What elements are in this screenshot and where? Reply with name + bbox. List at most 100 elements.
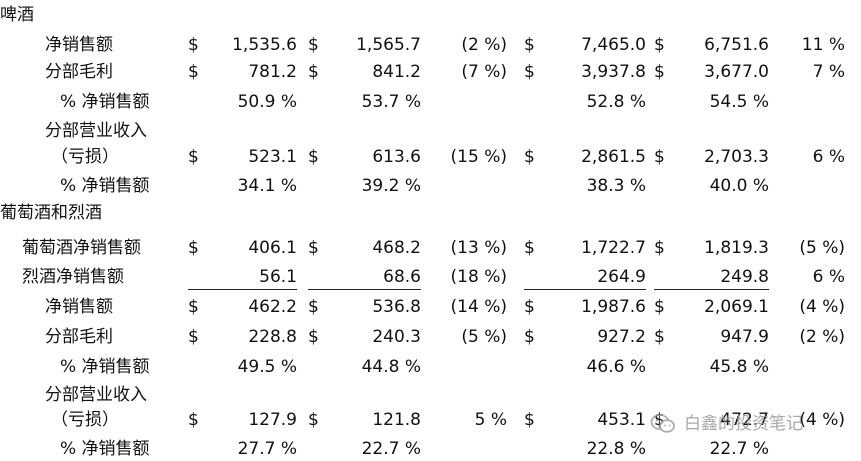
currency-symbol: $ [654, 327, 665, 347]
currency-symbol: $ [524, 35, 535, 55]
value-cell: 7 % [812, 62, 845, 82]
value-cell: 927.2 [597, 327, 646, 347]
watermark-text: 白鑫的投资笔记 [684, 414, 803, 434]
wechat-icon [650, 414, 675, 433]
value-cell: 68.6 [383, 267, 421, 287]
value-cell: 44.8 % [361, 357, 421, 377]
value-cell: 38.3 % [586, 176, 646, 196]
value-cell: (5 %) [461, 327, 507, 347]
value-cell: 536.8 [372, 297, 421, 317]
value-cell: 54.5 % [709, 92, 769, 112]
value-cell: 406.1 [248, 238, 297, 258]
row-label: 分部毛利 [45, 62, 113, 82]
currency-symbol: $ [654, 297, 665, 317]
value-cell: 947.9 [720, 327, 769, 347]
currency-symbol: $ [308, 35, 319, 55]
currency-symbol: $ [308, 147, 319, 167]
row-label-continued: （亏损） [51, 147, 119, 167]
currency-symbol: $ [188, 238, 199, 258]
currency-symbol: $ [188, 327, 199, 347]
value-cell: 45.8 % [709, 357, 769, 377]
currency-symbol: $ [308, 297, 319, 317]
value-cell: 49.5 % [237, 357, 297, 377]
currency-symbol: $ [654, 62, 665, 82]
currency-symbol: $ [524, 297, 535, 317]
currency-symbol: $ [654, 147, 665, 167]
value-cell: 1,987.6 [581, 297, 646, 317]
value-cell: 27.7 % [237, 439, 297, 459]
currency-symbol: $ [188, 297, 199, 317]
value-cell: (7 %) [461, 62, 507, 82]
subtotal-rule [188, 289, 297, 290]
value-cell: 50.9 % [237, 92, 297, 112]
value-cell: 1,565.7 [356, 35, 421, 55]
value-cell: 121.8 [372, 410, 421, 430]
value-cell: 462.2 [248, 297, 297, 317]
currency-symbol: $ [188, 147, 199, 167]
currency-symbol: $ [308, 238, 319, 258]
value-cell: 228.8 [248, 327, 297, 347]
value-cell: 3,937.8 [581, 62, 646, 82]
currency-symbol: $ [524, 327, 535, 347]
section-title-beer: 啤酒 [0, 5, 34, 25]
value-cell: 613.6 [372, 147, 421, 167]
value-cell: 22.7 % [361, 439, 421, 459]
row-label-continued: （亏损） [51, 410, 119, 430]
currency-symbol: $ [308, 327, 319, 347]
section-title-wine-spirits: 葡萄酒和烈酒 [0, 203, 102, 223]
value-cell: 1,819.3 [704, 238, 769, 258]
row-label: 净销售额 [45, 297, 113, 317]
value-cell: (4 %) [799, 297, 845, 317]
currency-symbol: $ [524, 410, 535, 430]
currency-symbol: $ [188, 62, 199, 82]
value-cell: 40.0 % [709, 176, 769, 196]
value-cell: 56.1 [259, 267, 297, 287]
value-cell: 46.6 % [586, 357, 646, 377]
value-cell: 453.1 [597, 410, 646, 430]
row-label: % 净销售额 [60, 439, 150, 459]
value-cell: 472.7 [720, 410, 769, 430]
value-cell: 468.2 [372, 238, 421, 258]
value-cell: 52.8 % [586, 92, 646, 112]
value-cell: (5 %) [799, 238, 845, 258]
value-cell: 34.1 % [237, 176, 297, 196]
value-cell: 6,751.6 [704, 35, 769, 55]
value-cell: 22.8 % [586, 439, 646, 459]
subtotal-rule [524, 289, 646, 290]
currency-symbol: $ [308, 410, 319, 430]
currency-symbol: $ [524, 238, 535, 258]
value-cell: 841.2 [372, 62, 421, 82]
row-label: 分部营业收入 [45, 385, 147, 405]
value-cell: 5 % [474, 410, 507, 430]
currency-symbol: $ [654, 410, 665, 430]
value-cell: 7,465.0 [581, 35, 646, 55]
value-cell: 781.2 [248, 62, 297, 82]
value-cell: (4 %) [799, 410, 845, 430]
value-cell: 6 % [812, 267, 845, 287]
value-cell: 39.2 % [361, 176, 421, 196]
value-cell: 2,861.5 [581, 147, 646, 167]
subtotal-rule [654, 289, 769, 290]
currency-symbol: $ [654, 238, 665, 258]
value-cell: 523.1 [248, 147, 297, 167]
row-label: 烈酒净销售额 [22, 267, 124, 287]
value-cell: (18 %) [450, 267, 507, 287]
value-cell: 53.7 % [361, 92, 421, 112]
value-cell: 2,703.3 [704, 147, 769, 167]
subtotal-rule [308, 289, 421, 290]
value-cell: 2,069.1 [704, 297, 769, 317]
value-cell: 127.9 [248, 410, 297, 430]
value-cell: 6 % [812, 147, 845, 167]
value-cell: 1,722.7 [581, 238, 646, 258]
row-label: % 净销售额 [60, 176, 150, 196]
value-cell: 240.3 [372, 327, 421, 347]
currency-symbol: $ [524, 147, 535, 167]
currency-symbol: $ [524, 62, 535, 82]
value-cell: 11 % [801, 35, 845, 55]
value-cell: (2 %) [799, 327, 845, 347]
row-label: 分部毛利 [45, 327, 113, 347]
value-cell: (15 %) [450, 147, 507, 167]
value-cell: 22.7 % [709, 439, 769, 459]
currency-symbol: $ [188, 410, 199, 430]
row-label: 净销售额 [45, 35, 113, 55]
